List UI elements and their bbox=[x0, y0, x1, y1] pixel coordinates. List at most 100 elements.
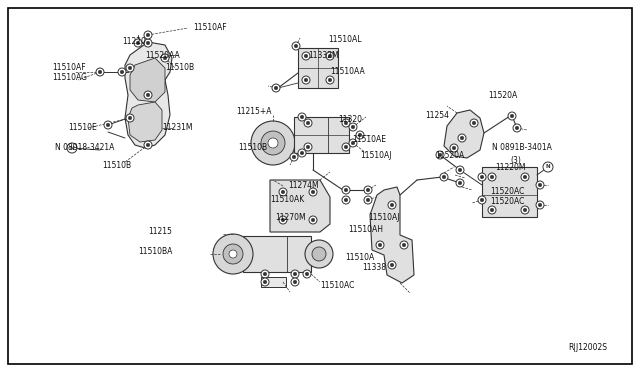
Circle shape bbox=[128, 116, 132, 120]
Text: 11510AF: 11510AF bbox=[193, 23, 227, 32]
Circle shape bbox=[144, 141, 152, 149]
Text: 11520A: 11520A bbox=[435, 151, 464, 160]
Circle shape bbox=[538, 183, 542, 187]
Circle shape bbox=[456, 179, 464, 187]
Circle shape bbox=[261, 278, 269, 286]
Circle shape bbox=[261, 131, 285, 155]
Circle shape bbox=[67, 143, 77, 153]
Bar bbox=[261, 277, 286, 287]
Circle shape bbox=[303, 270, 311, 278]
Circle shape bbox=[146, 41, 150, 45]
Circle shape bbox=[146, 93, 150, 97]
Bar bbox=[294, 117, 349, 153]
Circle shape bbox=[458, 134, 466, 142]
Circle shape bbox=[458, 168, 462, 172]
Circle shape bbox=[136, 41, 140, 45]
Circle shape bbox=[292, 42, 300, 50]
Circle shape bbox=[309, 216, 317, 224]
Circle shape bbox=[300, 115, 304, 119]
Circle shape bbox=[488, 206, 496, 214]
Text: 11332M: 11332M bbox=[308, 51, 339, 60]
Circle shape bbox=[128, 66, 132, 70]
Circle shape bbox=[388, 261, 396, 269]
Text: 11510A: 11510A bbox=[345, 253, 374, 263]
Circle shape bbox=[144, 31, 152, 39]
Text: N: N bbox=[70, 145, 74, 151]
Circle shape bbox=[126, 64, 134, 72]
Text: 11220: 11220 bbox=[122, 38, 146, 46]
Text: 11215+A: 11215+A bbox=[236, 108, 271, 116]
Circle shape bbox=[450, 144, 458, 152]
Circle shape bbox=[263, 280, 267, 284]
Circle shape bbox=[306, 145, 310, 149]
Circle shape bbox=[472, 121, 476, 125]
Circle shape bbox=[358, 133, 362, 137]
Circle shape bbox=[402, 243, 406, 247]
Circle shape bbox=[364, 186, 372, 194]
Circle shape bbox=[268, 138, 278, 148]
Circle shape bbox=[293, 272, 297, 276]
Text: 11510E: 11510E bbox=[68, 124, 97, 132]
Circle shape bbox=[304, 143, 312, 151]
Circle shape bbox=[126, 114, 134, 122]
Circle shape bbox=[274, 86, 278, 90]
Circle shape bbox=[524, 175, 527, 179]
Circle shape bbox=[342, 196, 350, 204]
Circle shape bbox=[120, 70, 124, 74]
Polygon shape bbox=[130, 58, 165, 102]
Circle shape bbox=[438, 153, 442, 157]
Text: 11510B: 11510B bbox=[102, 160, 131, 170]
Circle shape bbox=[351, 125, 355, 129]
Text: 11520AC: 11520AC bbox=[490, 187, 524, 196]
Circle shape bbox=[146, 33, 150, 37]
Circle shape bbox=[442, 175, 446, 179]
Circle shape bbox=[304, 78, 308, 82]
Circle shape bbox=[304, 119, 312, 127]
Circle shape bbox=[272, 84, 280, 92]
Circle shape bbox=[342, 119, 350, 127]
Circle shape bbox=[163, 56, 167, 60]
Text: 11510AE: 11510AE bbox=[352, 135, 386, 144]
Circle shape bbox=[366, 198, 370, 202]
Circle shape bbox=[311, 218, 315, 222]
Text: (3): (3) bbox=[510, 155, 521, 164]
Circle shape bbox=[543, 162, 553, 172]
Circle shape bbox=[521, 173, 529, 181]
Circle shape bbox=[281, 218, 285, 222]
Circle shape bbox=[302, 52, 310, 60]
Circle shape bbox=[458, 181, 462, 185]
Circle shape bbox=[470, 119, 478, 127]
Circle shape bbox=[344, 145, 348, 149]
Text: 11254: 11254 bbox=[425, 110, 449, 119]
Circle shape bbox=[328, 78, 332, 82]
Text: 11510AF: 11510AF bbox=[52, 64, 86, 73]
Text: 11510AJ: 11510AJ bbox=[368, 214, 399, 222]
Circle shape bbox=[98, 70, 102, 74]
Circle shape bbox=[480, 198, 484, 202]
Circle shape bbox=[452, 146, 456, 150]
Bar bbox=[298, 48, 338, 88]
Text: 11510AL: 11510AL bbox=[328, 35, 362, 45]
Circle shape bbox=[480, 175, 484, 179]
Circle shape bbox=[298, 113, 306, 121]
Text: N 08918-3421A: N 08918-3421A bbox=[55, 144, 115, 153]
Circle shape bbox=[351, 141, 355, 145]
Circle shape bbox=[460, 136, 464, 140]
Circle shape bbox=[300, 151, 304, 155]
Circle shape bbox=[291, 278, 299, 286]
Bar bbox=[482, 167, 537, 217]
Circle shape bbox=[364, 196, 372, 204]
Text: 11520AA: 11520AA bbox=[145, 51, 180, 60]
Circle shape bbox=[104, 121, 112, 129]
Text: 11510BA: 11510BA bbox=[138, 247, 172, 257]
Circle shape bbox=[490, 208, 494, 212]
Circle shape bbox=[400, 241, 408, 249]
Circle shape bbox=[144, 91, 152, 99]
Text: 11215: 11215 bbox=[148, 228, 172, 237]
Circle shape bbox=[302, 76, 310, 84]
Circle shape bbox=[292, 155, 296, 159]
Polygon shape bbox=[444, 110, 484, 158]
Circle shape bbox=[478, 196, 486, 204]
Text: 11520A: 11520A bbox=[488, 90, 517, 99]
Text: 11274M: 11274M bbox=[288, 180, 319, 189]
